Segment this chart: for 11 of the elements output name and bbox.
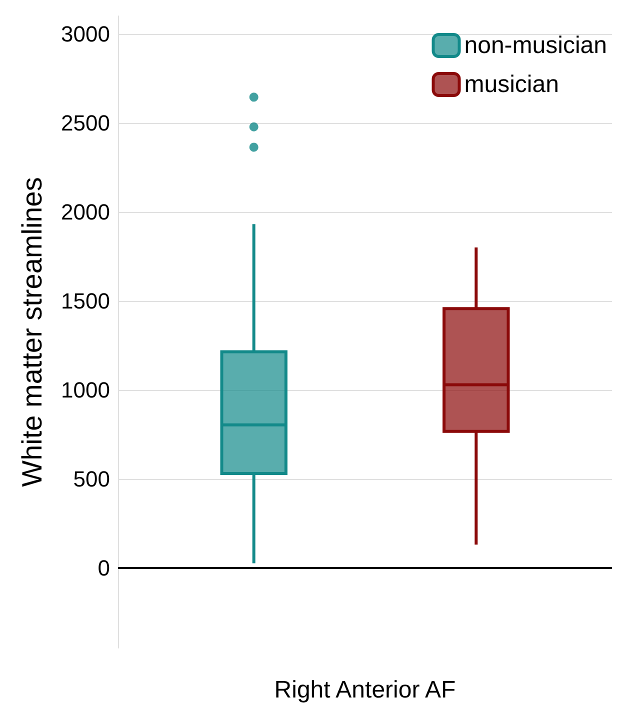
- y-axis-title: White matter streamlines: [16, 177, 48, 487]
- x-tick-label: Right Anterior AF: [274, 676, 456, 704]
- legend-label: musician: [464, 71, 559, 98]
- y-tick-label: 0: [98, 555, 110, 580]
- y-tick-label: 2500: [61, 110, 110, 136]
- y-tick-label: 1000: [61, 377, 110, 402]
- y-tick-label: 500: [73, 466, 110, 492]
- y-tick-label: 3000: [61, 21, 110, 46]
- y-tick-label: 2000: [61, 199, 110, 224]
- y-tick-label: 1500: [61, 288, 110, 314]
- legend-label: non-musician: [464, 32, 607, 59]
